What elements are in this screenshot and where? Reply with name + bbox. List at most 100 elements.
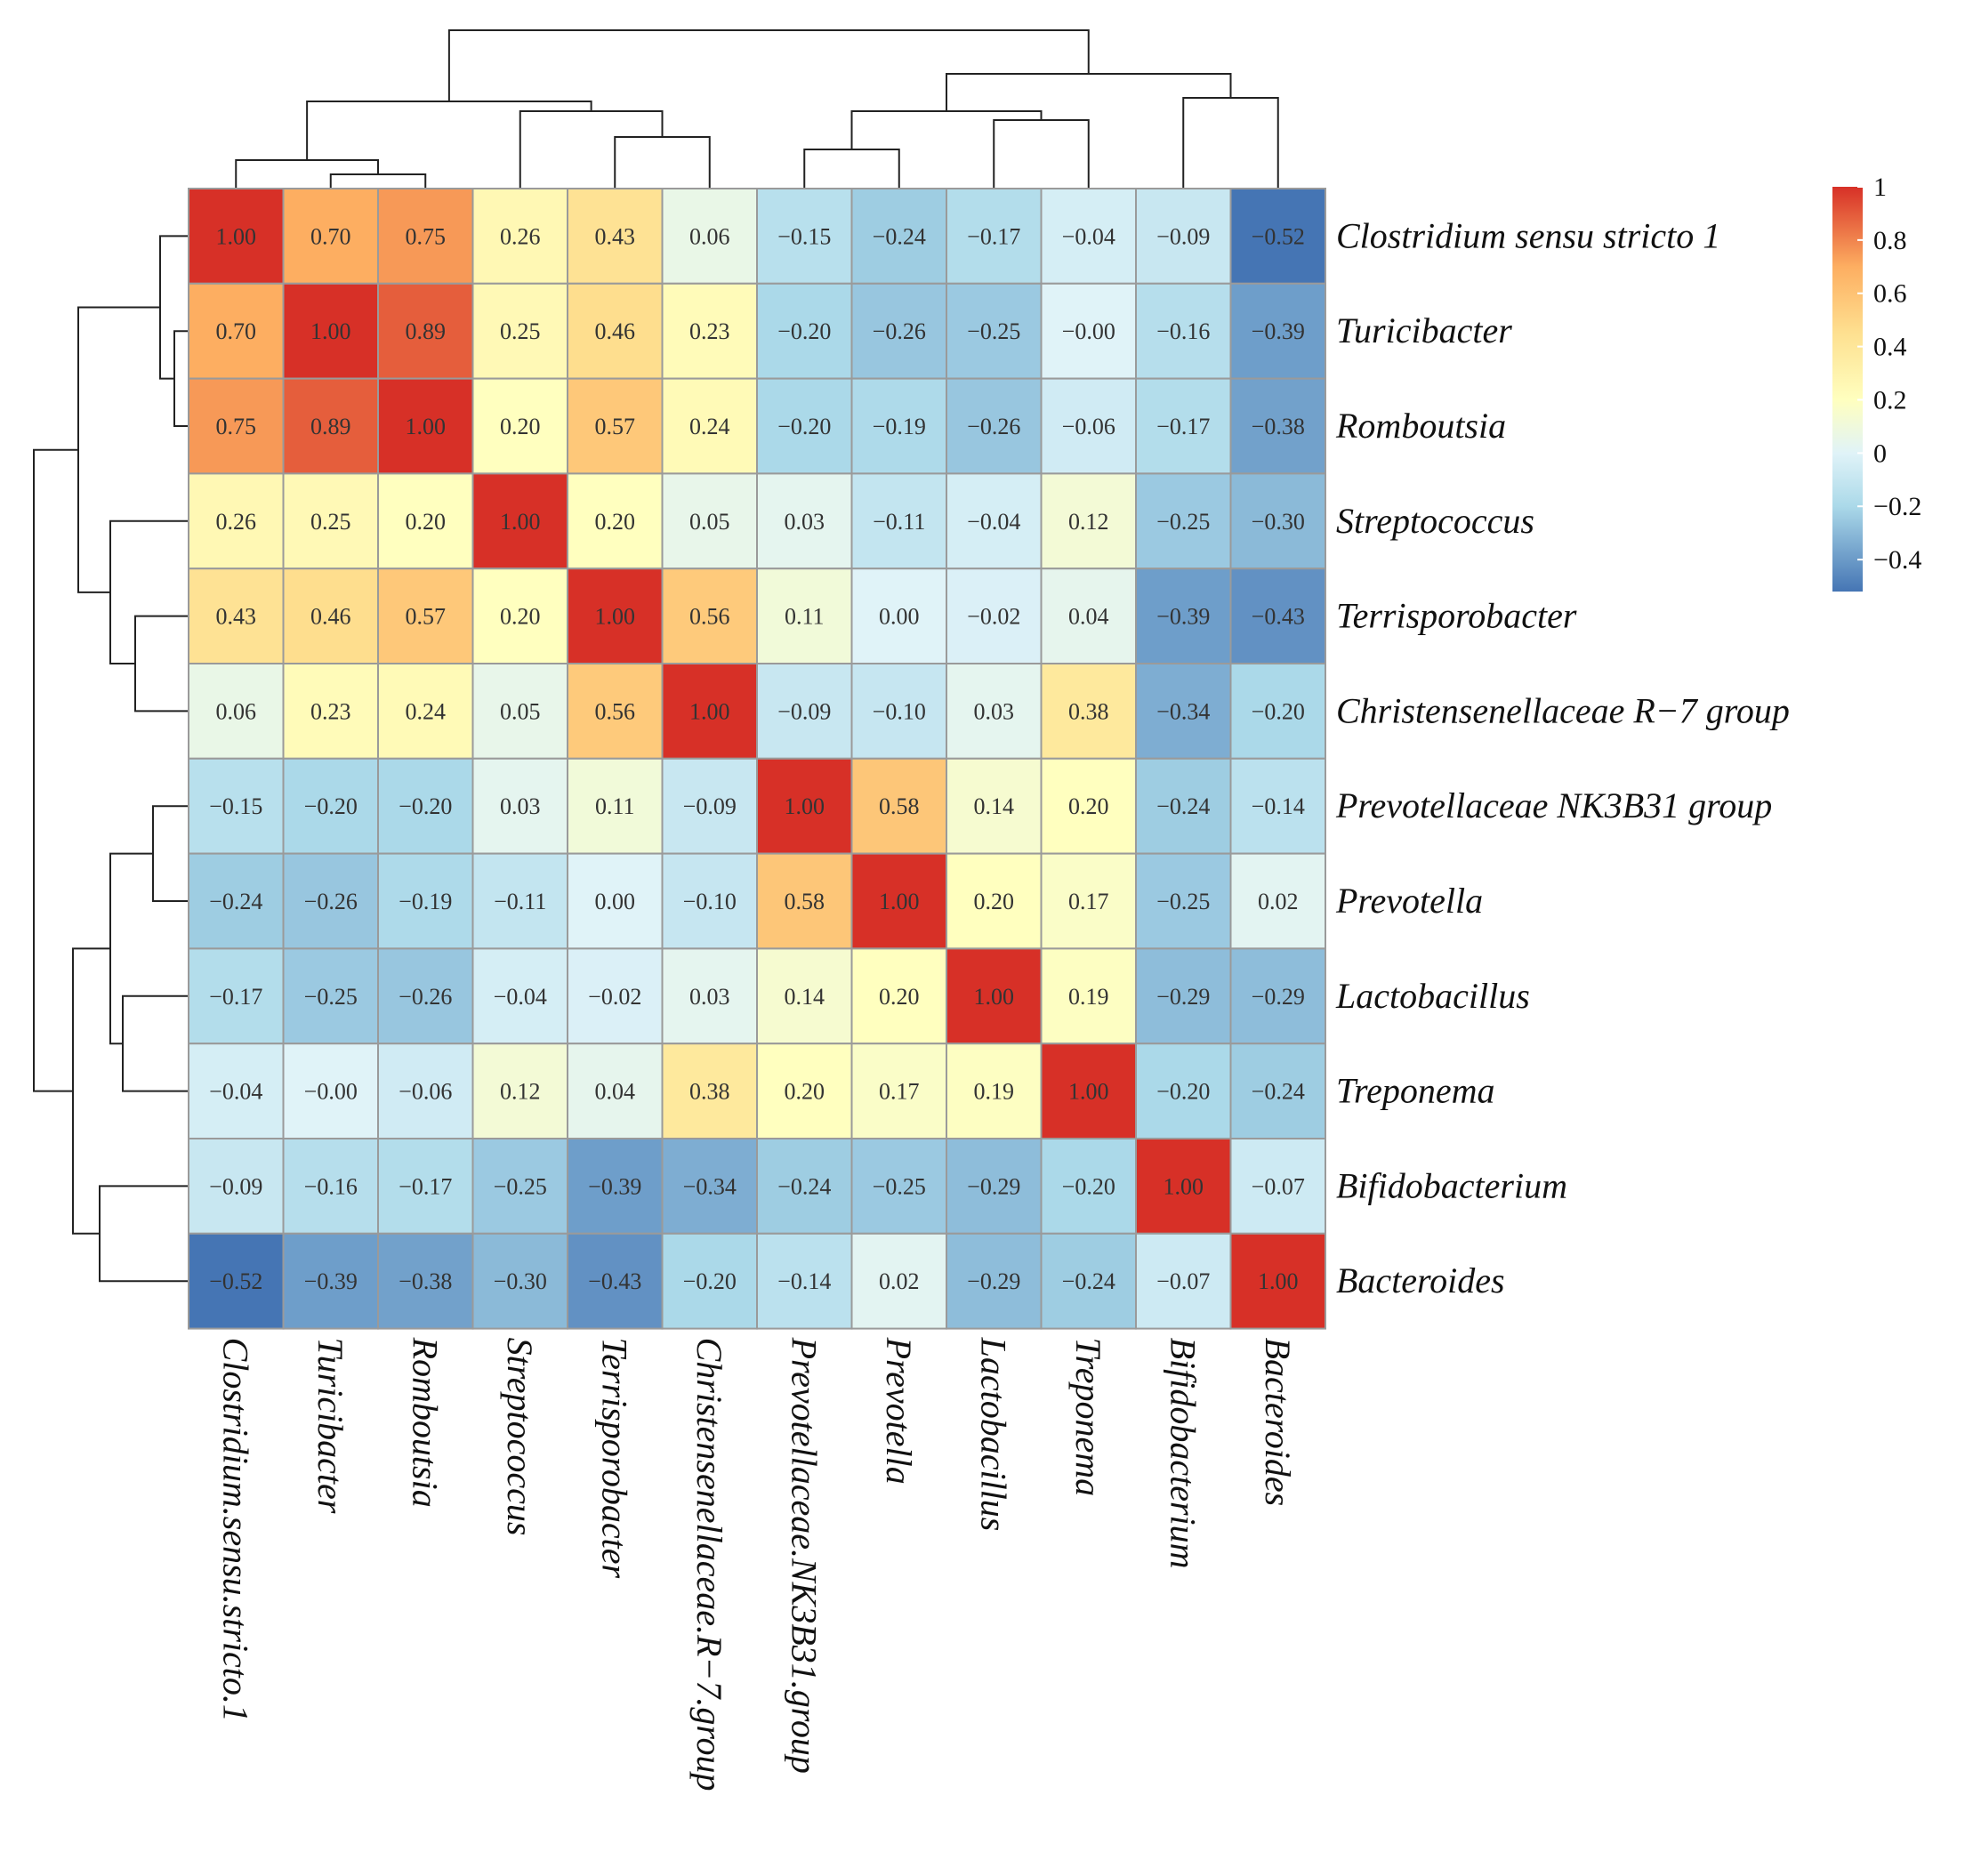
colorbar-tick-label: 0.8 bbox=[1873, 226, 1907, 255]
row-label: Prevotellaceae NK3B31 group bbox=[1335, 785, 1772, 825]
heatmap-cell bbox=[1040, 1232, 1137, 1330]
cell-value-label: 0.02 bbox=[879, 1268, 920, 1294]
heatmap-cell bbox=[661, 377, 758, 475]
cell-value-label: 1.00 bbox=[785, 793, 825, 819]
heatmap-cell bbox=[946, 568, 1043, 665]
heatmap-cell bbox=[1135, 188, 1232, 285]
dendrogram-branch bbox=[109, 519, 189, 664]
cell-value-label: 0.04 bbox=[1068, 604, 1109, 630]
cell-value-label: −0.34 bbox=[1156, 698, 1210, 724]
cell-value-label: −0.26 bbox=[967, 414, 1020, 439]
cell-value-label: −0.39 bbox=[304, 1268, 358, 1294]
cell-value-label: −0.25 bbox=[304, 984, 358, 1010]
heatmap-cell bbox=[1229, 377, 1326, 475]
cell-value-label: 0.20 bbox=[406, 509, 447, 535]
heatmap-cell bbox=[1135, 852, 1232, 950]
cell-value-label: 1.00 bbox=[689, 698, 730, 724]
cell-value-label: 0.57 bbox=[595, 414, 636, 439]
column-label: Prevotella bbox=[879, 1337, 919, 1485]
colorbar-tick-label: 0.2 bbox=[1873, 385, 1907, 415]
cell-value-label: 0.06 bbox=[216, 698, 257, 724]
cell-value-label: 0.00 bbox=[879, 604, 920, 630]
heatmap-cell bbox=[1040, 1043, 1137, 1139]
heatmap-cell bbox=[1229, 852, 1326, 950]
cell-value-label: −0.02 bbox=[588, 984, 641, 1010]
cell-value-label: −0.20 bbox=[777, 318, 831, 344]
heatmap-cell bbox=[756, 1138, 853, 1235]
column-label: Bifidobacterium bbox=[1163, 1338, 1203, 1569]
cell-value-label: 0.11 bbox=[785, 604, 825, 630]
heatmap-cell bbox=[661, 947, 758, 1045]
heatmap-cell bbox=[567, 568, 664, 665]
cell-value-label: −0.39 bbox=[588, 1173, 641, 1199]
heatmap-cell bbox=[756, 757, 853, 855]
cell-value-label: −0.00 bbox=[304, 1079, 358, 1105]
heatmap-cell bbox=[567, 1232, 664, 1330]
heatmap-cell bbox=[471, 1043, 568, 1139]
cell-value-label: 1.00 bbox=[595, 604, 636, 630]
cell-value-label: −0.07 bbox=[1252, 1173, 1305, 1199]
row-label: Bifidobacterium bbox=[1336, 1165, 1567, 1205]
cell-value-label: 0.12 bbox=[500, 1079, 541, 1105]
heatmap-cell bbox=[850, 282, 947, 380]
cell-value-label: 0.43 bbox=[216, 604, 257, 630]
heatmap-cell bbox=[188, 663, 285, 760]
colorbar-tick-label: 0.4 bbox=[1873, 333, 1907, 362]
cell-value-label: 0.03 bbox=[500, 793, 541, 819]
heatmap-cell bbox=[282, 472, 379, 570]
heatmap-cell bbox=[567, 472, 664, 570]
cell-value-label: 0.20 bbox=[595, 509, 636, 535]
heatmap-cell bbox=[1229, 1232, 1326, 1330]
heatmap-cell bbox=[850, 472, 947, 570]
cell-value-label: −0.39 bbox=[1252, 318, 1305, 344]
row-label: Christensenellaceae R−7 group bbox=[1336, 690, 1790, 730]
heatmap-cell bbox=[850, 1043, 947, 1139]
colorbar-legend: 1 0.8 0.6 0.4 0.2 0 −0.2 −0.4 bbox=[1832, 173, 1921, 592]
heatmap-cell bbox=[282, 377, 379, 475]
cell-value-label: 0.70 bbox=[310, 223, 351, 249]
column-label: Prevotellaceae.NK3B31.group bbox=[784, 1337, 824, 1774]
heatmap-cell bbox=[946, 1138, 1043, 1235]
cell-value-label: −0.24 bbox=[1062, 1268, 1115, 1294]
heatmap-cell bbox=[377, 188, 474, 285]
heatmap-cell bbox=[377, 568, 474, 665]
colorbar-tick-label: 1 bbox=[1873, 173, 1887, 202]
dendrogram-branch bbox=[447, 29, 1090, 101]
cell-value-label: −0.19 bbox=[873, 414, 926, 439]
cell-value-label: 0.03 bbox=[785, 509, 825, 535]
heatmap-cell bbox=[282, 188, 379, 285]
column-labels: Clostridium.sensu.stricto.1 Turicibacter R… bbox=[215, 1337, 1298, 1791]
cell-value-label: 1.00 bbox=[310, 318, 351, 344]
cell-value-label: 0.70 bbox=[216, 318, 257, 344]
cell-value-label: −0.06 bbox=[1062, 414, 1115, 439]
heatmap-cell bbox=[756, 188, 853, 285]
cell-value-label: 0.57 bbox=[406, 604, 447, 630]
cell-value-label: 0.75 bbox=[216, 414, 257, 439]
column-label: Turicibacter bbox=[310, 1338, 350, 1514]
dendrogram-branch bbox=[77, 306, 160, 593]
dendrogram-branch bbox=[122, 994, 189, 1092]
cell-value-label: 0.14 bbox=[785, 984, 825, 1010]
cell-value-label: 0.26 bbox=[216, 509, 257, 535]
column-label: Bacteroides bbox=[1258, 1338, 1298, 1507]
cell-value-label: −0.04 bbox=[209, 1079, 262, 1105]
row-dendrogram bbox=[33, 235, 189, 1283]
heatmap-cell bbox=[946, 947, 1043, 1045]
cell-value-label: 1.00 bbox=[1258, 1268, 1299, 1294]
cell-value-label: −0.24 bbox=[1156, 793, 1210, 819]
heatmap-cell bbox=[661, 663, 758, 760]
heatmap-cell bbox=[1135, 663, 1232, 760]
heatmap-cell bbox=[282, 1138, 379, 1235]
cell-value-label: −0.38 bbox=[1252, 414, 1305, 439]
heatmap-cell bbox=[1135, 282, 1232, 380]
heatmap-cell bbox=[471, 1232, 568, 1330]
cell-value-label: 0.19 bbox=[974, 1079, 1015, 1105]
heatmap-cell bbox=[282, 568, 379, 665]
cell-value-label: −0.16 bbox=[1156, 318, 1210, 344]
heatmap-cell bbox=[567, 1138, 664, 1235]
dendrogram-branch bbox=[803, 149, 900, 189]
cell-value-label: −0.17 bbox=[967, 223, 1020, 249]
dendrogram-branch bbox=[946, 73, 1232, 111]
cell-value-label: −0.04 bbox=[967, 509, 1020, 535]
